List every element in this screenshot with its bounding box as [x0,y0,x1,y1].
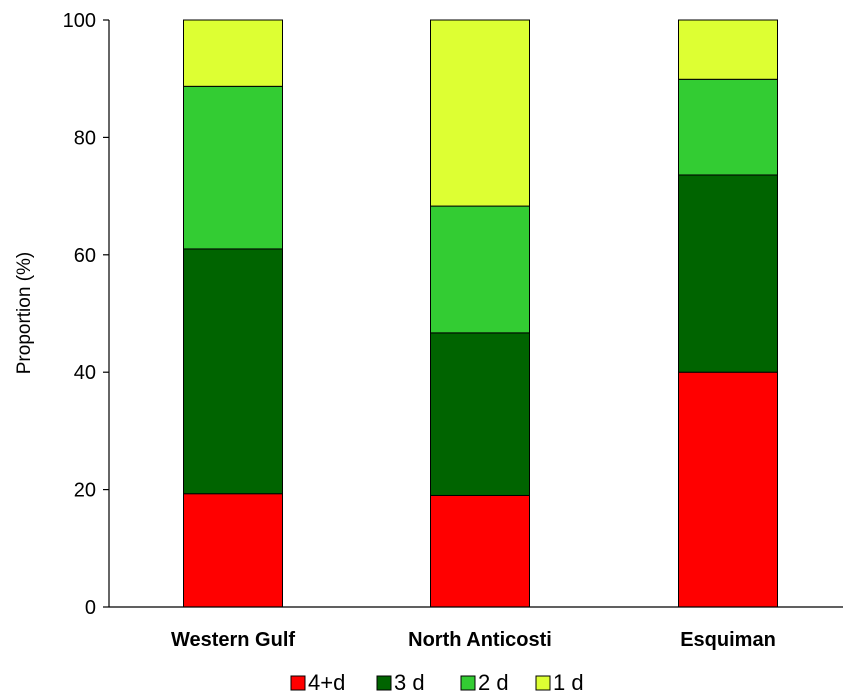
y-tick-label: 40 [74,362,96,384]
y-tick-label: 60 [74,245,96,267]
x-category-label: Western Gulf [171,629,295,651]
bar-segment [678,371,778,608]
x-category-label: North Anticosti [408,629,552,651]
y-ticks-group: 0 20 40 60 80 100 [63,10,109,619]
bar-segment [430,332,530,496]
legend: 4+d 3 d 2 d 1 d [290,670,584,695]
bar-segment [430,19,530,207]
y-tick-label: 0 [85,597,96,619]
bar-segment [183,493,283,608]
bar-segment [183,19,283,87]
y-tick-label: 80 [74,127,96,149]
bar-segment [678,174,778,373]
legend-label: 1 d [553,670,584,695]
bar-segment [430,205,530,334]
legend-swatch [535,675,551,691]
bar-segment [183,248,283,495]
bars-group [183,19,778,608]
legend-label: 3 d [394,670,425,695]
axes-group [108,20,843,608]
x-labels-group: Western Gulf North Anticosti Esquiman [171,629,776,651]
legend-swatch [290,675,306,691]
legend-label: 2 d [478,670,509,695]
bar-segment [183,85,283,250]
legend-label: 4+d [308,670,345,695]
bar-segment [678,19,778,80]
bar-segment [430,494,530,608]
bar-segment [678,78,778,176]
legend-swatch [460,675,476,691]
x-category-label: Esquiman [680,629,776,651]
legend-swatch [376,675,392,691]
y-tick-label: 100 [63,10,96,32]
y-tick-label: 20 [74,480,96,502]
y-axis-title: Proportion (%) [14,252,35,375]
